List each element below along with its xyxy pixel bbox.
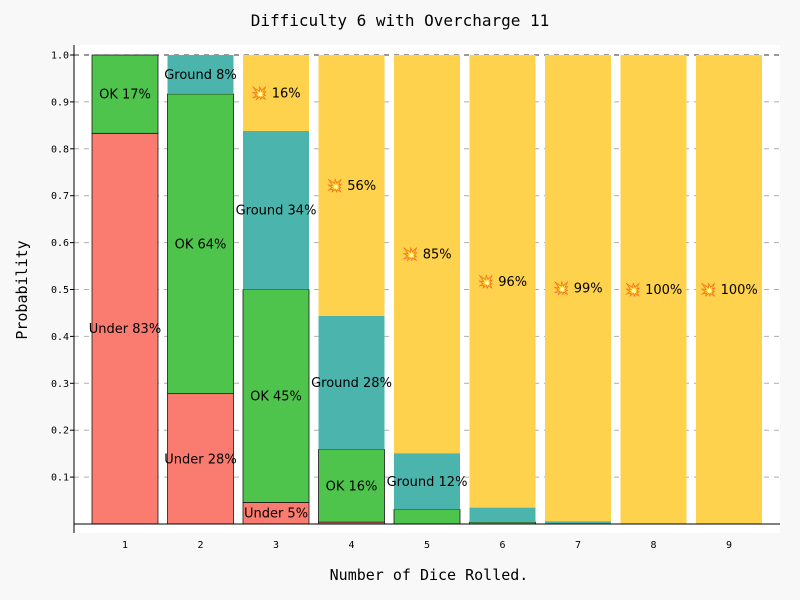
x-tick-label: 7	[575, 540, 581, 551]
y-tick-label: 0.3	[51, 379, 69, 390]
bar-segment-overcharge	[243, 55, 309, 131]
segment-label-overcharge: 💥 16%	[251, 85, 300, 101]
bar-segment-overcharge	[394, 55, 460, 454]
bar-segment-ground	[469, 507, 536, 523]
bar-segment-under	[91, 132, 159, 525]
chart-title: Difficulty 6 with Overcharge 11	[251, 11, 550, 30]
bar-segment-overcharge	[469, 55, 536, 508]
bar-segment-ok	[167, 93, 234, 395]
segment-label-ok: OK 45%	[250, 389, 302, 404]
bar-segment-ground	[394, 453, 460, 510]
x-tick-label: 2	[197, 540, 203, 551]
x-tick-label: 6	[499, 540, 505, 551]
y-tick-label: 0.9	[51, 97, 69, 108]
y-tick-label: 0.8	[51, 144, 69, 155]
bar-segment-overcharge	[696, 55, 762, 524]
segment-label-ground: Ground 12%	[387, 475, 468, 490]
x-tick-label: 3	[273, 540, 279, 551]
bar-segment-under	[167, 393, 234, 525]
bars	[91, 54, 762, 525]
y-tick-label: 0.2	[51, 426, 69, 437]
tick-labels: 0.1 0.2 0.3 0.4 0.5 0.6 0.7 0.8 0.9 1.0 1 2 3 4 5 6 7 8 9	[51, 51, 732, 552]
segment-label-overcharge: 💥 99%	[553, 281, 602, 297]
x-tick-label: 4	[348, 540, 354, 551]
bar-segment-overcharge	[545, 55, 611, 522]
segment-label-overcharge: 💥 56%	[327, 178, 376, 194]
bar-segment-ok	[242, 289, 310, 503]
y-tick-label: 1.0	[51, 51, 69, 62]
bar-segment-ok	[318, 449, 385, 523]
segment-label-ground: Ground 28%	[311, 376, 392, 391]
x-tick-label: 9	[726, 540, 732, 551]
bar-segment-ground	[243, 130, 309, 290]
segment-label-overcharge: 💥 85%	[402, 247, 451, 263]
y-tick-label: 0.5	[51, 285, 69, 296]
bar-segment-ok	[91, 54, 159, 134]
bar-segment-overcharge	[318, 55, 385, 316]
y-tick-label: 0.7	[51, 191, 69, 202]
x-tick-label: 8	[650, 540, 656, 551]
bar-segment-overcharge	[620, 55, 687, 524]
segment-label-overcharge: 💥 100%	[625, 282, 682, 298]
x-axis-label: Number of Dice Rolled.	[330, 566, 529, 584]
segment-label-ground: Ground 8%	[164, 68, 237, 83]
bar-segment-ground	[545, 521, 611, 524]
segment-label-under: Under 28%	[164, 452, 236, 467]
y-tick-label: 0.6	[51, 238, 69, 249]
bar-segment-ok	[393, 509, 461, 525]
bar-segment-ground	[167, 55, 234, 94]
y-tick-label: 0.1	[51, 473, 69, 484]
segment-label-under: Under 5%	[244, 507, 308, 522]
segment-label-ok: OK 16%	[326, 479, 378, 494]
x-tick-label: 1	[122, 540, 128, 551]
segment-label-under: Under 83%	[89, 322, 161, 337]
segment-label-overcharge: 💥 100%	[700, 282, 757, 298]
segment-labels: Under 83% OK 17% Under 28% OK 64% Ground 8% U…	[89, 68, 758, 522]
bar-segment-ground	[318, 315, 385, 450]
y-tick-label: 0.4	[51, 332, 69, 343]
y-axis-label: Probability	[13, 240, 31, 339]
segment-label-ok: OK 64%	[175, 237, 227, 252]
segment-label-ground: Ground 34%	[236, 204, 317, 219]
x-tick-label: 5	[424, 540, 430, 551]
segment-label-overcharge: 💥 96%	[478, 274, 527, 290]
segment-label-ok: OK 17%	[99, 88, 151, 103]
